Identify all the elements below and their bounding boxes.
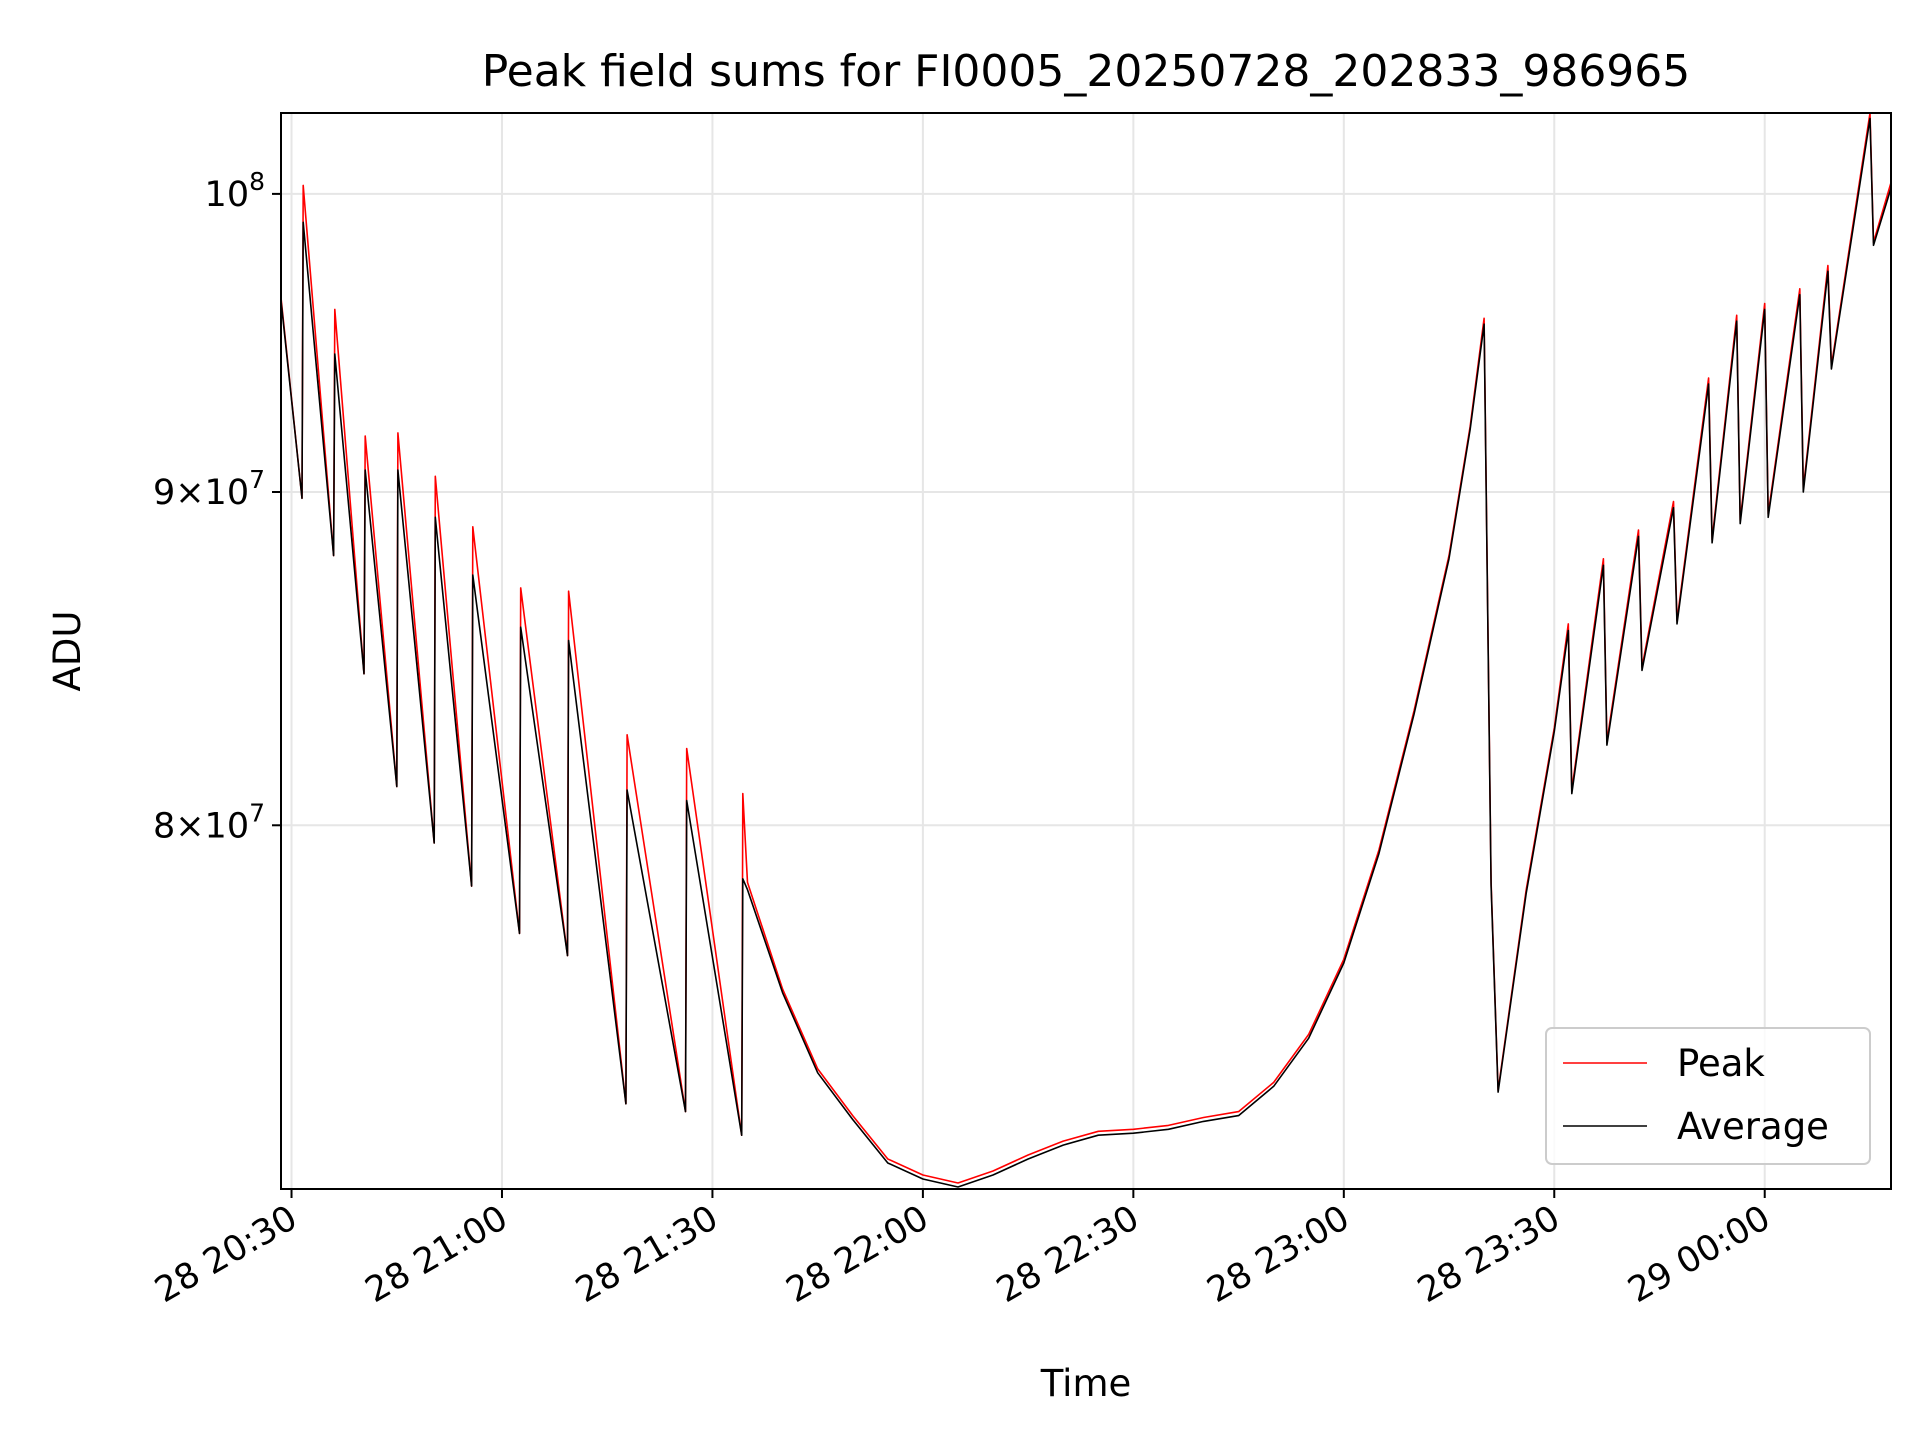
x-axis-label: Time — [1040, 1362, 1132, 1405]
legend-box — [1545, 1027, 1871, 1165]
plot-series — [280, 112, 1892, 1188]
series-line-average — [280, 117, 1892, 1188]
plot-area-frame — [280, 112, 1892, 1190]
legend: Peak Average — [1545, 1027, 1871, 1165]
y-tick-label: 8×107 — [153, 798, 265, 846]
y-axis: 8×107 9×107 108 — [153, 167, 281, 846]
y-axis-label: ADU — [46, 611, 89, 692]
legend-peak-label: Peak — [1677, 1042, 1765, 1085]
legend-average-label: Average — [1677, 1105, 1829, 1148]
y-tick-label: 108 — [205, 167, 265, 215]
chart-title: Peak field sums for FI0005_20250728_2028… — [482, 46, 1691, 97]
y-tick-label: 9×107 — [153, 465, 265, 513]
